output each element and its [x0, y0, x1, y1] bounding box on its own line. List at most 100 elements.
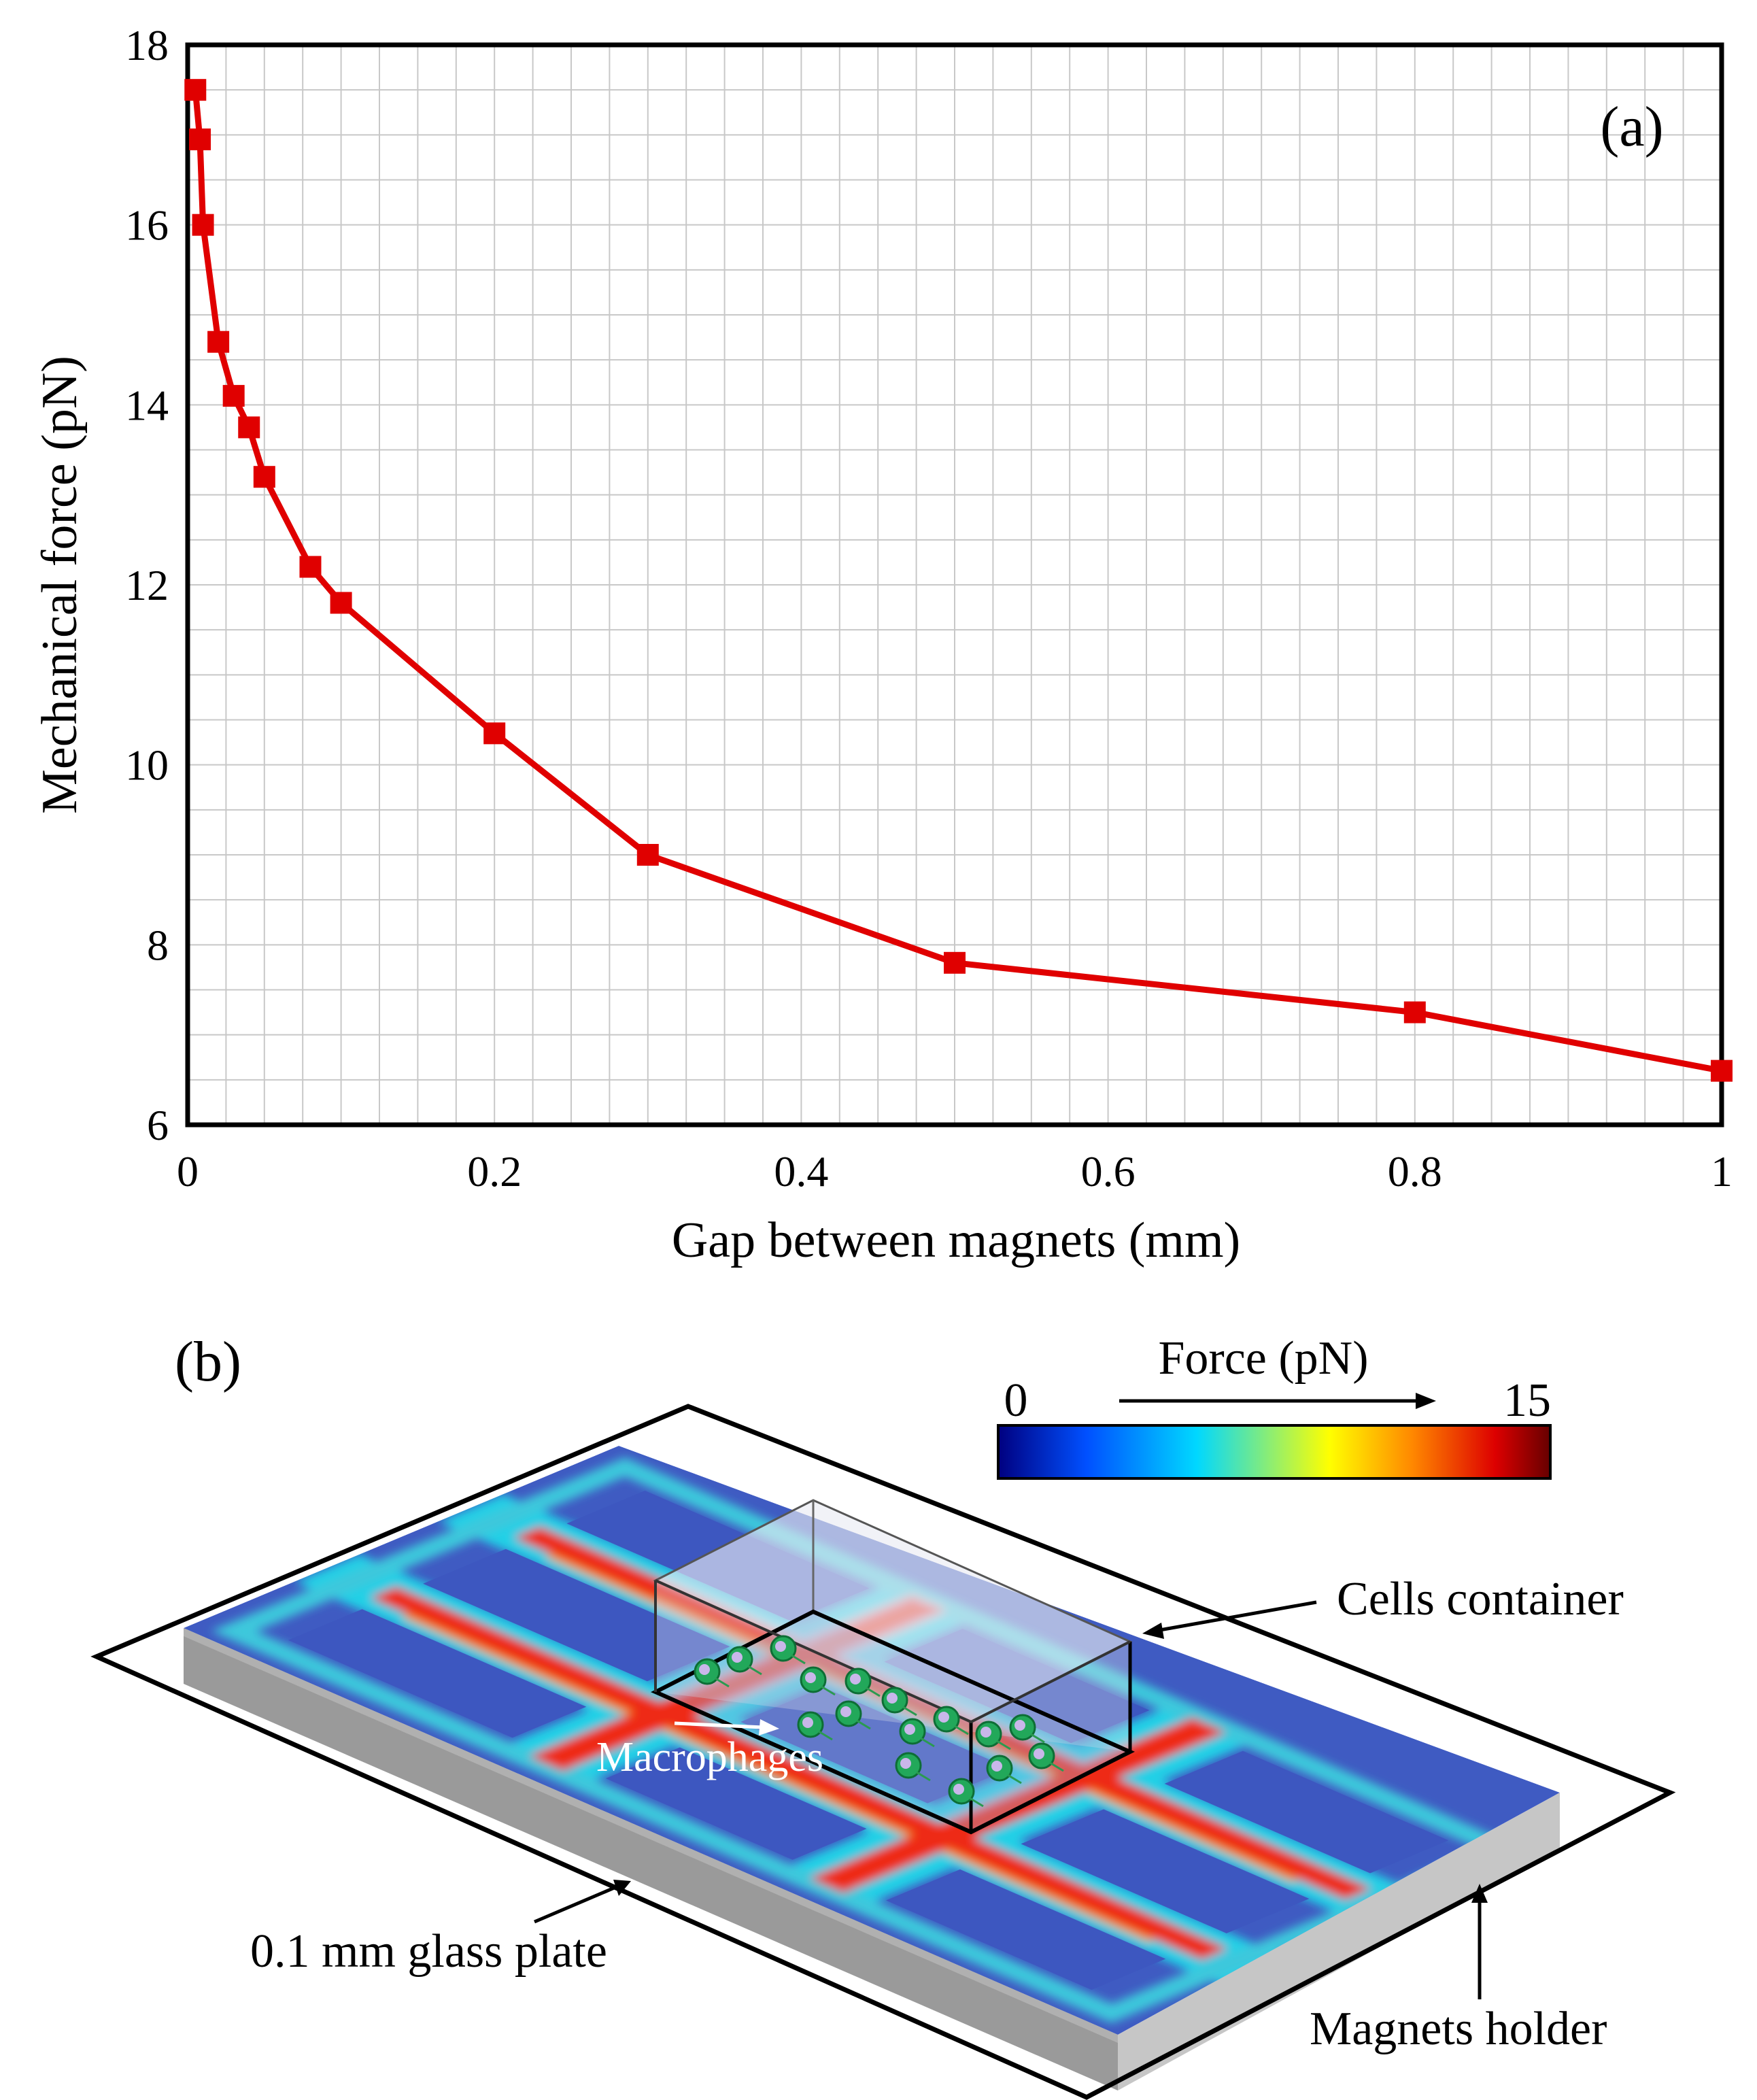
magnets-holder-top-edge: [184, 1628, 1118, 2043]
y-tick-label: 10: [125, 741, 169, 790]
data-point-marker: [330, 592, 352, 614]
macrophage-cells: [694, 1635, 1064, 1808]
colorbar-bar: [997, 1424, 1552, 1480]
macrophage-nucleus: [699, 1664, 710, 1675]
cells-container-arrow-head: [1142, 1623, 1164, 1639]
colorbar-arrow-head: [1416, 1393, 1436, 1409]
x-tick-labels: 0 0.2 0.4 0.6 0.8 1: [177, 1147, 1733, 1196]
field-low-pad: [566, 1491, 870, 1621]
data-point-marker: [253, 466, 275, 488]
macrophage-tail: [1030, 1733, 1045, 1744]
x-tick-label: 0.8: [1388, 1147, 1442, 1196]
field-low-pad: [1021, 1809, 1310, 1933]
macrophage-nucleus: [775, 1641, 786, 1652]
macrophage-nucleus: [953, 1784, 964, 1795]
macrophage-nucleus: [980, 1727, 991, 1738]
annotation-cells-container: Cells container: [1337, 1573, 1624, 1625]
macrophage-tail: [920, 1737, 935, 1748]
macrophage-tail: [954, 1725, 969, 1735]
colorbar: Force (pN) 0 15: [997, 1332, 1552, 1480]
macrophages-arrow: [674, 1721, 764, 1729]
data-point-marker: [299, 556, 322, 578]
x-axis-label: Gap between magnets (mm): [672, 1213, 1240, 1268]
macrophage-nucleus: [732, 1652, 743, 1663]
panel-label-b: (b): [175, 1330, 241, 1393]
macrophage-nucleus: [900, 1758, 911, 1769]
panel-a-line-chart: 0 0.2 0.4 0.6 0.8 1 6 8 10 12 14 16 18 Gap between …: [32, 21, 1733, 1268]
annotation-magnets-holder: Magnets holder: [1310, 2003, 1607, 2055]
macrophage-tail: [1049, 1761, 1064, 1772]
macrophage-nucleus: [904, 1724, 915, 1735]
data-point-marker: [189, 128, 211, 150]
glass-plate-arrow-head: [613, 1880, 631, 1896]
field-low-pad: [884, 1629, 1150, 1744]
field-hot-channel: [400, 1614, 1155, 1942]
magnets-holder-arrow-head: [1471, 1884, 1488, 1903]
macrophage-nucleus: [991, 1761, 1002, 1772]
data-point-marker: [944, 951, 966, 974]
x-tick-label: 0.4: [774, 1147, 828, 1196]
field-low-pad: [1164, 1750, 1449, 1874]
annotation-glass-plate: 0.1 mm glass plate: [250, 1925, 607, 1978]
data-point-marker: [1403, 1001, 1426, 1023]
field-hot-channel: [809, 1718, 1227, 1893]
colorbar-min-label: 0: [1004, 1374, 1028, 1427]
macrophage-tail: [791, 1654, 806, 1665]
y-tick-label: 18: [125, 21, 169, 69]
glass-plate-arrow: [534, 1884, 618, 1924]
data-point-marker: [1711, 1060, 1733, 1082]
macrophage-nucleus: [1014, 1720, 1025, 1731]
data-point-marker: [238, 416, 260, 439]
field-low-pad: [423, 1548, 730, 1682]
data-point-marker: [184, 79, 207, 101]
series-line: [192, 89, 1722, 1074]
field-low-pad: [288, 1609, 587, 1738]
macrophage-tail: [1007, 1774, 1022, 1784]
y-tick-label: 6: [147, 1101, 169, 1149]
glass-plate-outline: [90, 1404, 1676, 2100]
field-low-pad: [605, 1747, 867, 1860]
x-tick-label: 0.6: [1081, 1147, 1136, 1196]
field-hot-channel: [545, 1554, 1299, 1882]
macrophage-nucleus: [850, 1674, 861, 1684]
data-point-marker: [483, 722, 506, 745]
series-markers: [184, 79, 1733, 1082]
x-tick-label: 0: [177, 1147, 199, 1196]
macrophage-tail: [996, 1740, 1011, 1750]
macrophage-tail: [747, 1665, 762, 1676]
y-tick-label: 12: [125, 561, 169, 609]
y-tick-label: 16: [125, 201, 169, 250]
macrophage-tail: [821, 1685, 836, 1696]
panel-label-a: (a): [1600, 95, 1663, 158]
macrophage-nucleus: [938, 1712, 949, 1723]
x-tick-label: 1: [1711, 1147, 1733, 1196]
magnets-holder-right-face: [1118, 1793, 1560, 2090]
field-low-pad: [886, 1869, 1166, 1990]
y-tick-label: 14: [125, 381, 169, 429]
panel-b-heatmap-illustration: (b) Force (pN) 0 15: [90, 1330, 1676, 2100]
field-hot-channel: [370, 1587, 1228, 1960]
macrophage-nucleus: [1034, 1748, 1044, 1759]
data-point-marker: [222, 385, 245, 407]
chart-grid: [188, 45, 1722, 1125]
force-heatmap-surface: [184, 1446, 1560, 2035]
macrophage-tail: [818, 1730, 833, 1741]
macrophage-tail: [715, 1677, 730, 1688]
y-axis-label: Mechanical force (pN): [32, 356, 88, 814]
data-point-marker: [207, 331, 230, 353]
macrophage-tail: [969, 1797, 984, 1808]
macrophage-tail: [856, 1719, 871, 1730]
annotation-macrophages: Macrophages: [596, 1734, 823, 1780]
macrophage-tail: [916, 1771, 931, 1782]
colorbar-max-label: 15: [1503, 1374, 1551, 1427]
data-point-marker: [192, 214, 214, 236]
macrophage-tail: [902, 1706, 917, 1716]
y-tick-label: 8: [147, 921, 169, 969]
macrophages-arrow-head: [759, 1719, 779, 1735]
plot-frame: [185, 42, 1724, 1128]
field-hot-channel: [529, 1595, 946, 1771]
macrophage-nucleus: [840, 1706, 851, 1717]
x-tick-label: 0.2: [467, 1147, 522, 1196]
data-point-marker: [636, 844, 659, 866]
